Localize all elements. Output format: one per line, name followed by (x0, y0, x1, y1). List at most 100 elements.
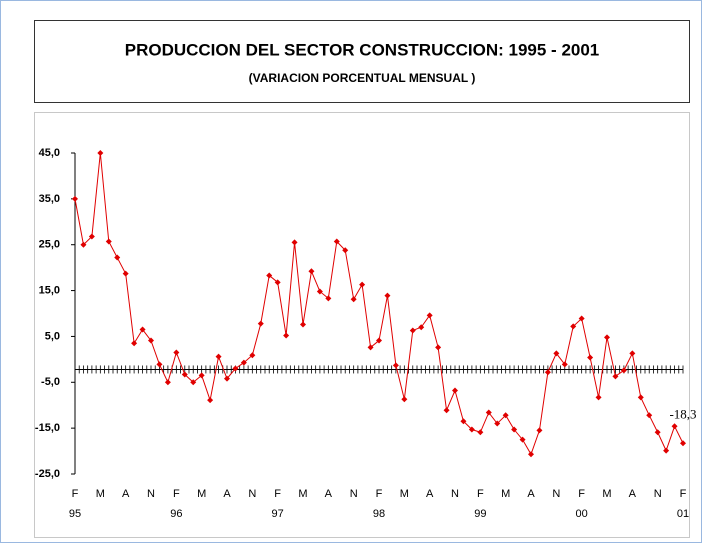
data-point (291, 239, 298, 246)
data-point (401, 396, 408, 403)
x-tick-label: A (122, 488, 130, 500)
data-point (663, 447, 670, 454)
data-point (72, 195, 78, 202)
y-tick-label: 35,0 (39, 193, 60, 205)
data-point (173, 349, 180, 356)
data-point (240, 359, 247, 366)
x-year-label: 01 (677, 508, 689, 520)
data-point (105, 238, 112, 245)
data-point (485, 409, 492, 416)
data-point (570, 323, 577, 330)
data-point (156, 361, 163, 368)
data-point (257, 320, 264, 327)
data-point (680, 440, 686, 447)
chart-subtitle: (VARIACION PORCENTUAL MENSUAL ) (249, 71, 476, 85)
y-tick-label: -5,0 (41, 376, 60, 388)
data-point (637, 394, 644, 401)
x-year-label: 00 (576, 508, 588, 520)
data-point (620, 367, 627, 374)
data-point (181, 371, 188, 378)
data-point (131, 340, 138, 347)
data-point (452, 387, 458, 394)
y-tick-label: -15,0 (35, 422, 60, 434)
y-tick-label: 25,0 (39, 239, 60, 251)
chart-title: PRODUCCION DEL SECTOR CONSTRUCCION: 1995… (125, 40, 600, 59)
data-point (376, 337, 382, 344)
y-tick-label: 45,0 (39, 147, 60, 159)
x-tick-label: M (501, 488, 510, 500)
data-point (122, 270, 129, 277)
x-tick-label: F (477, 488, 484, 500)
x-tick-label: M (602, 488, 611, 500)
x-tick-label: N (654, 488, 662, 500)
data-point (629, 350, 636, 357)
x-tick-label: M (197, 488, 206, 500)
x-tick-label: F (72, 488, 79, 500)
data-point (148, 337, 154, 344)
data-point (308, 268, 315, 275)
data-point (325, 295, 332, 302)
data-point (88, 233, 95, 240)
data-point (384, 292, 391, 299)
data-point (114, 254, 121, 261)
data-label: -18,3 (669, 406, 696, 421)
data-point (190, 379, 197, 386)
data-point (494, 420, 501, 427)
data-point (604, 334, 610, 341)
data-point (80, 241, 87, 248)
data-point (342, 247, 349, 254)
data-point (544, 369, 551, 376)
x-tick-label: F (173, 488, 180, 500)
data-point (443, 407, 450, 414)
y-tick-label: 15,0 (39, 284, 60, 296)
data-point (333, 238, 340, 245)
data-point (435, 344, 442, 351)
plot-frame (34, 112, 690, 538)
data-point (224, 375, 230, 382)
data-point (511, 426, 518, 433)
data-point (139, 326, 146, 333)
x-year-label: 99 (474, 508, 486, 520)
data-point (460, 418, 467, 425)
data-point (654, 429, 661, 436)
x-tick-label: A (325, 488, 333, 500)
x-year-label: 98 (373, 508, 385, 520)
data-point (249, 352, 256, 359)
x-tick-label: A (426, 488, 434, 500)
y-tick-label: 5,0 (45, 330, 60, 342)
data-point (367, 344, 374, 351)
data-point (671, 423, 678, 430)
data-point (477, 429, 484, 436)
title-box (34, 20, 690, 103)
data-point (300, 321, 306, 328)
data-point (409, 327, 416, 334)
data-point (274, 279, 281, 286)
x-tick-label: M (298, 488, 307, 500)
data-point (359, 281, 366, 288)
data-point (561, 361, 568, 368)
x-tick-label: N (147, 488, 155, 500)
x-tick-label: N (552, 488, 560, 500)
x-tick-label: N (248, 488, 256, 500)
data-point (553, 350, 560, 357)
x-tick-label: A (629, 488, 637, 500)
data-point (266, 272, 273, 279)
data-point (164, 379, 171, 386)
y-tick-label: -25,0 (35, 468, 60, 480)
x-tick-label: A (527, 488, 535, 500)
data-point (595, 394, 602, 401)
x-tick-label: A (223, 488, 231, 500)
data-point (646, 412, 653, 419)
x-tick-label: M (96, 488, 105, 500)
x-year-label: 95 (69, 508, 81, 520)
data-point (350, 296, 357, 303)
x-tick-label: N (451, 488, 459, 500)
data-point (215, 353, 222, 360)
data-point (207, 397, 214, 404)
x-tick-label: F (274, 488, 281, 500)
data-point (587, 354, 594, 361)
data-point (316, 288, 323, 295)
x-tick-label: F (376, 488, 383, 500)
x-tick-label: N (350, 488, 358, 500)
